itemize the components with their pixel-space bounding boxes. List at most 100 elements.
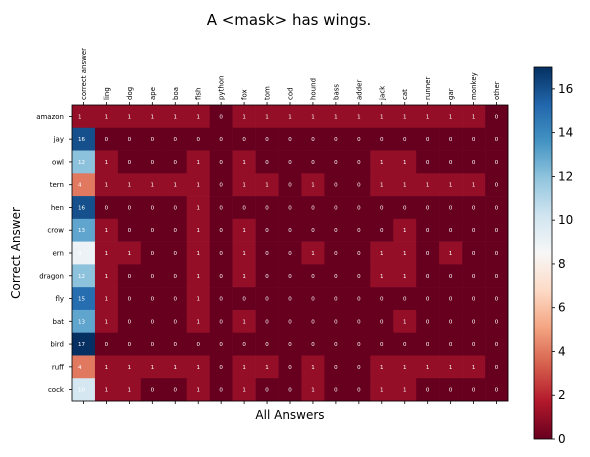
heatmap-cell	[72, 309, 96, 333]
cell-value-label: 0	[426, 137, 430, 143]
heatmap-cell	[347, 150, 371, 174]
cell-value-label: 0	[311, 297, 315, 303]
cell-value-label: 0	[151, 342, 155, 348]
heatmap-cell	[278, 218, 302, 242]
cell-value-label: 0	[265, 205, 269, 211]
row-tick-label: owl	[52, 158, 64, 166]
heatmap-cell	[370, 173, 394, 197]
row-tick-label: hen	[51, 204, 64, 212]
heatmap-cell	[255, 105, 279, 129]
plot-frame	[71, 104, 509, 402]
heatmap-cell	[370, 218, 394, 242]
heatmap-cell	[278, 150, 302, 174]
heatmap-cell	[94, 355, 119, 379]
cell-value-label: 0	[495, 274, 499, 280]
heatmap-cell	[72, 264, 96, 288]
cell-value-label: 0	[151, 297, 155, 303]
heatmap-cell	[209, 173, 233, 197]
heatmap-cell	[370, 378, 394, 402]
cell-value-label: 0	[311, 137, 315, 143]
heatmap-cell	[462, 264, 486, 288]
column-tick-label: correct answer	[80, 48, 88, 100]
cell-value-label: 0	[128, 274, 132, 280]
cell-value-label: 1	[403, 388, 407, 394]
cell-value-label: 0	[174, 205, 178, 211]
heatmap-cell	[94, 309, 119, 333]
heatmap-cell	[301, 127, 325, 151]
heatmap-cell	[347, 264, 371, 288]
heatmap-cell	[140, 355, 165, 379]
heatmap-cell	[186, 173, 210, 197]
cell-value-label: 0	[357, 365, 361, 371]
column-tick-label: python	[218, 76, 226, 101]
heatmap-cell	[163, 196, 188, 220]
heatmap-cell	[301, 150, 325, 174]
heatmap-cell	[416, 355, 440, 379]
cell-value-label: 0	[219, 365, 223, 371]
cell-value-label: 1	[265, 183, 269, 189]
heatmap-cell	[186, 332, 210, 356]
cell-value-label: 0	[288, 342, 292, 348]
column-tick-label: other	[493, 81, 501, 100]
cell-value-label: 1	[380, 114, 384, 120]
cell-value-label: 0	[357, 160, 361, 166]
cell-value-label: 0	[265, 228, 269, 234]
heatmap-cell	[232, 241, 256, 265]
cell-value-label: 0	[219, 297, 223, 303]
heatmap-cell	[278, 287, 302, 311]
cell-value-label: 1	[311, 114, 315, 120]
cell-value-label: 0	[495, 137, 499, 143]
colorbar-tick-label: 10	[558, 213, 573, 227]
cell-value-label: 1	[472, 114, 476, 120]
cell-value-label: 0	[219, 205, 223, 211]
heatmap-cell	[117, 218, 142, 242]
cell-value-label: 0	[174, 342, 178, 348]
cell-value-label: 1	[128, 183, 132, 189]
heatmap-cell	[72, 287, 96, 311]
heatmap-cell	[301, 196, 325, 220]
heatmap-cell	[370, 241, 394, 265]
heatmap-cell	[255, 378, 279, 402]
cell-value-label: 1	[105, 160, 109, 166]
heatmap-cell	[301, 287, 325, 311]
cell-value-label: 1	[196, 183, 200, 189]
heatmap-cell	[232, 264, 256, 288]
heatmap-cell	[416, 105, 440, 129]
cell-value-label: 1	[242, 183, 246, 189]
cell-value-label: 0	[426, 228, 430, 234]
heatmap-cell	[72, 241, 96, 265]
cell-value-label: 0	[288, 251, 292, 257]
cell-value-label: 0	[128, 160, 132, 166]
heatmap-cell	[140, 196, 165, 220]
cell-value-label: 16	[78, 205, 85, 211]
cell-value-label: 0	[174, 388, 178, 394]
heatmap-cell	[370, 127, 394, 151]
heatmap-cell	[439, 264, 463, 288]
heatmap-cell	[209, 241, 233, 265]
cell-value-label: 0	[242, 342, 246, 348]
cell-value-label: 0	[357, 342, 361, 348]
heatmap-cell	[416, 241, 440, 265]
heatmap-cell	[140, 332, 165, 356]
heatmap-cell	[140, 127, 165, 151]
cell-value-label: 0	[495, 114, 499, 120]
heatmap-cell	[232, 287, 256, 311]
heatmap-cell	[462, 150, 486, 174]
cell-value-label: 0	[219, 251, 223, 257]
cell-value-label: 1	[449, 183, 453, 189]
cell-value-label: 10	[78, 388, 85, 394]
heatmap-cell	[255, 173, 279, 197]
heatmap-cell	[370, 309, 394, 333]
cell-value-label: 0	[311, 342, 315, 348]
cell-value-label: 0	[311, 228, 315, 234]
heatmap-cell	[485, 309, 509, 333]
heatmap-cell	[117, 309, 142, 333]
cell-value-label: 0	[219, 342, 223, 348]
cell-value-label: 0	[311, 205, 315, 211]
heatmap-cell	[393, 127, 417, 151]
heatmap-cell	[393, 150, 417, 174]
heatmap-cell	[278, 196, 302, 220]
cell-value-label: 0	[380, 297, 384, 303]
cell-value-label: 4	[78, 365, 82, 371]
cell-value-label: 0	[151, 160, 155, 166]
